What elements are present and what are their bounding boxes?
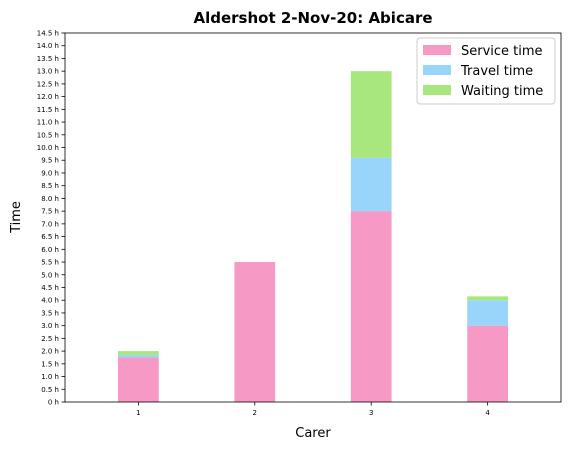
legend-box (416, 37, 556, 105)
y-tick-label: 2.5 h (41, 335, 59, 343)
y-tick-label: 8.5 h (41, 182, 59, 190)
legend-label-waiting-time: Waiting time (461, 84, 543, 99)
y-tick-label: 12.5 h (37, 80, 59, 88)
bars-group (117, 71, 509, 402)
y-tick-label: 13.0 h (37, 68, 59, 76)
x-tick-label: 2 (253, 409, 257, 417)
legend: Service time Travel time Waiting time (416, 37, 556, 105)
y-ticks-group: 0 h 0.5 h 1.0 h 1.5 h 2.0 h 2.5 h 3.0 h 3.5 h 4.… (37, 30, 65, 407)
y-tick-label: 9.0 h (41, 169, 59, 177)
bar-waiting-time-carer-4 (467, 296, 509, 301)
y-tick-label: 9.5 h (41, 157, 59, 165)
bar-travel-time-carer-1 (117, 354, 159, 358)
y-tick-label: 1.5 h (41, 360, 59, 368)
bar-travel-time-carer-3 (350, 157, 392, 212)
plot-frame (64, 32, 562, 403)
y-tick-label: 2.0 h (41, 348, 59, 356)
bar-waiting-time-carer-3 (350, 71, 392, 158)
bar-waiting-time-carer-1 (117, 351, 159, 355)
bar-service-time-carer-1 (117, 357, 159, 402)
y-tick-label: 7.5 h (41, 208, 59, 216)
y-tick-label: 5.0 h (41, 271, 59, 279)
x-axis-label: Carer (295, 426, 331, 441)
y-tick-label: 5.5 h (41, 259, 59, 267)
y-tick-label: 3.0 h (41, 322, 59, 330)
y-tick-label: 12.0 h (37, 93, 59, 101)
x-ticks-group: 1 2 3 4 (136, 402, 490, 417)
y-tick-label: 10.0 h (37, 144, 59, 152)
bar-travel-time-carer-4 (467, 300, 509, 326)
x-tick-label: 3 (369, 409, 373, 417)
y-tick-label: 1.0 h (41, 373, 59, 381)
y-tick-label: 7.0 h (41, 220, 59, 228)
bar-service-time-carer-2 (234, 262, 276, 402)
bar-service-time-carer-4 (467, 325, 509, 402)
y-tick-label: 14.0 h (37, 42, 59, 50)
y-tick-label: 10.5 h (37, 131, 59, 139)
legend-label-service-time: Service time (461, 44, 543, 59)
y-tick-label: 8.0 h (41, 195, 59, 203)
y-tick-label: 14.5 h (37, 30, 59, 38)
y-axis-label: Time (9, 201, 24, 234)
legend-swatch-travel-time (423, 65, 451, 75)
y-tick-label: 11.0 h (37, 119, 59, 127)
y-tick-label: 3.5 h (41, 309, 59, 317)
bar-service-time-carer-3 (350, 211, 392, 402)
legend-swatch-service-time (423, 45, 451, 55)
y-tick-label: 6.5 h (41, 233, 59, 241)
y-tick-label: 0.5 h (41, 386, 59, 394)
legend-swatch-waiting-time (423, 85, 451, 95)
y-tick-label: 4.5 h (41, 284, 59, 292)
y-tick-label: 0 h (48, 399, 59, 407)
y-tick-label: 11.5 h (37, 106, 59, 114)
legend-label-travel-time: Travel time (460, 64, 533, 79)
y-tick-label: 4.0 h (41, 297, 59, 305)
y-tick-label: 6.0 h (41, 246, 59, 254)
y-tick-label: 13.5 h (37, 55, 59, 63)
x-tick-label: 4 (485, 409, 490, 417)
chart-title: Aldershot 2-Nov-20: Abicare (193, 9, 432, 27)
x-tick-label: 1 (136, 409, 140, 417)
